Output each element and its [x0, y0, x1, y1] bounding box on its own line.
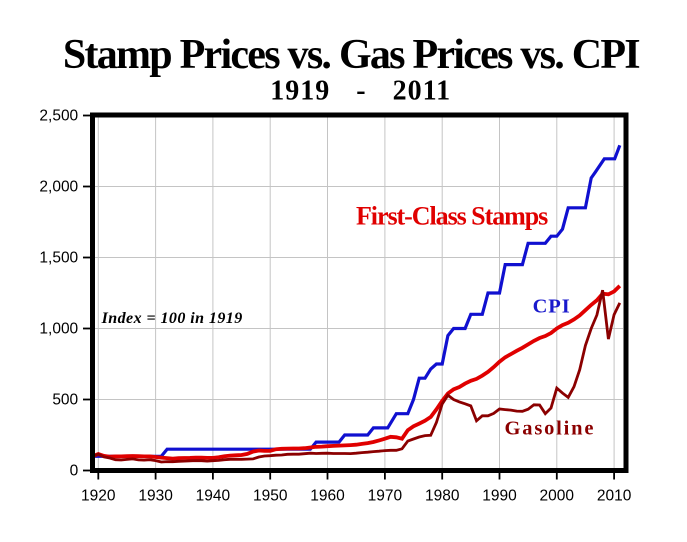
svg-text:Gasoline: Gasoline: [505, 418, 596, 440]
svg-text:1950: 1950: [253, 488, 288, 505]
svg-text:500: 500: [52, 391, 78, 408]
svg-text:1960: 1960: [310, 488, 345, 505]
svg-text:1970: 1970: [368, 488, 403, 505]
svg-text:2,500: 2,500: [39, 107, 78, 124]
svg-text:1,000: 1,000: [39, 320, 78, 337]
svg-text:1920: 1920: [81, 488, 116, 505]
svg-text:1930: 1930: [138, 488, 173, 505]
svg-text:Index = 100 in 1919: Index = 100 in 1919: [101, 310, 243, 327]
svg-text:Stamp Prices vs. Gas Prices vs: Stamp Prices vs. Gas Prices vs. CPI: [63, 32, 639, 78]
svg-text:First-Class Stamps: First-Class Stamps: [356, 202, 548, 231]
svg-text:0: 0: [70, 462, 79, 479]
svg-text:2,000: 2,000: [39, 178, 78, 195]
svg-text:1,500: 1,500: [39, 249, 78, 266]
svg-text:2000: 2000: [540, 488, 575, 505]
svg-text:1990: 1990: [482, 488, 517, 505]
svg-text:1980: 1980: [425, 488, 460, 505]
svg-text:1919 - 2011: 1919 - 2011: [270, 76, 451, 107]
svg-text:1940: 1940: [196, 488, 231, 505]
svg-text:CPI: CPI: [533, 295, 571, 317]
svg-text:2010: 2010: [597, 488, 632, 505]
